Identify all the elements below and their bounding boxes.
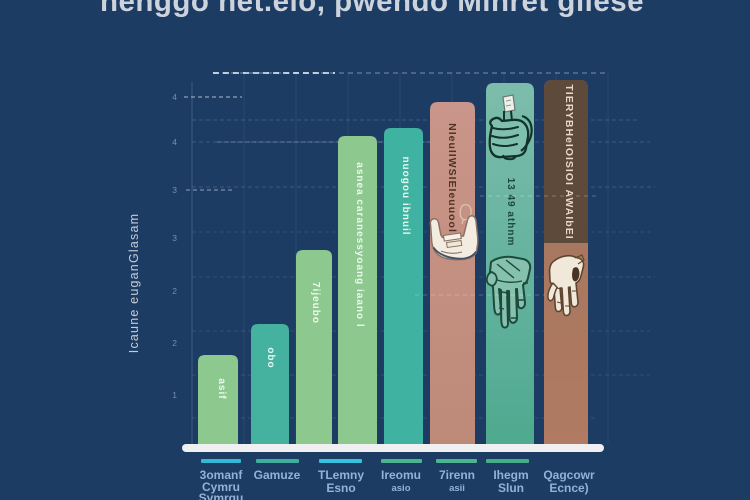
svg-text:2: 2: [172, 338, 177, 348]
svg-text:NIeuIIWSIEIeuuool: NIeuIIWSIEIeuuool: [446, 123, 458, 233]
svg-text:7ijeubo: 7ijeubo: [310, 282, 321, 324]
svg-text:TIERYBHeIOISIOI AWAIbEI: TIERYBHeIOISIOI AWAIbEI: [563, 84, 575, 239]
svg-text:1: 1: [172, 390, 177, 400]
svg-text:3: 3: [172, 185, 177, 195]
svg-text:Cymru: Cymru: [202, 480, 240, 494]
svg-text:13 49 athnm: 13 49 athnm: [505, 178, 516, 247]
svg-text:Esno: Esno: [326, 481, 355, 495]
svg-text:4: 4: [172, 92, 177, 102]
svg-text:Ecnce): Ecnce): [549, 481, 588, 495]
svg-text:Slun: Slun: [498, 481, 524, 495]
svg-text:4: 4: [172, 137, 177, 147]
svg-text:henggo het.elo, pwendo Minret: henggo het.elo, pwendo Minret gliese: [100, 0, 644, 18]
svg-text:asii: asii: [449, 483, 465, 494]
svg-text:7irenn: 7irenn: [439, 468, 475, 482]
svg-text:3omanf: 3omanf: [200, 468, 244, 482]
svg-text:Ireomu: Ireomu: [381, 468, 421, 482]
svg-text:2: 2: [172, 286, 177, 296]
svg-text:asif: asif: [216, 378, 227, 399]
svg-text:TLemny: TLemny: [318, 468, 364, 482]
svg-text:3: 3: [172, 233, 177, 243]
svg-text:asnea caranessyoang iaano l: asnea caranessyoang iaano l: [354, 162, 365, 327]
svg-text:Symrgu: Symrgu: [199, 491, 244, 500]
svg-text:Gamuze: Gamuze: [254, 468, 301, 482]
svg-text:Qagcowr: Qagcowr: [543, 468, 595, 482]
svg-text:nuogou ibnuil: nuogou ibnuil: [400, 156, 411, 235]
svg-text:obo: obo: [265, 347, 276, 368]
svg-text:Icaune euganGlasam: Icaune euganGlasam: [127, 213, 141, 353]
svg-text:asio: asio: [391, 483, 410, 494]
svg-text:Ihegm: Ihegm: [493, 468, 528, 482]
